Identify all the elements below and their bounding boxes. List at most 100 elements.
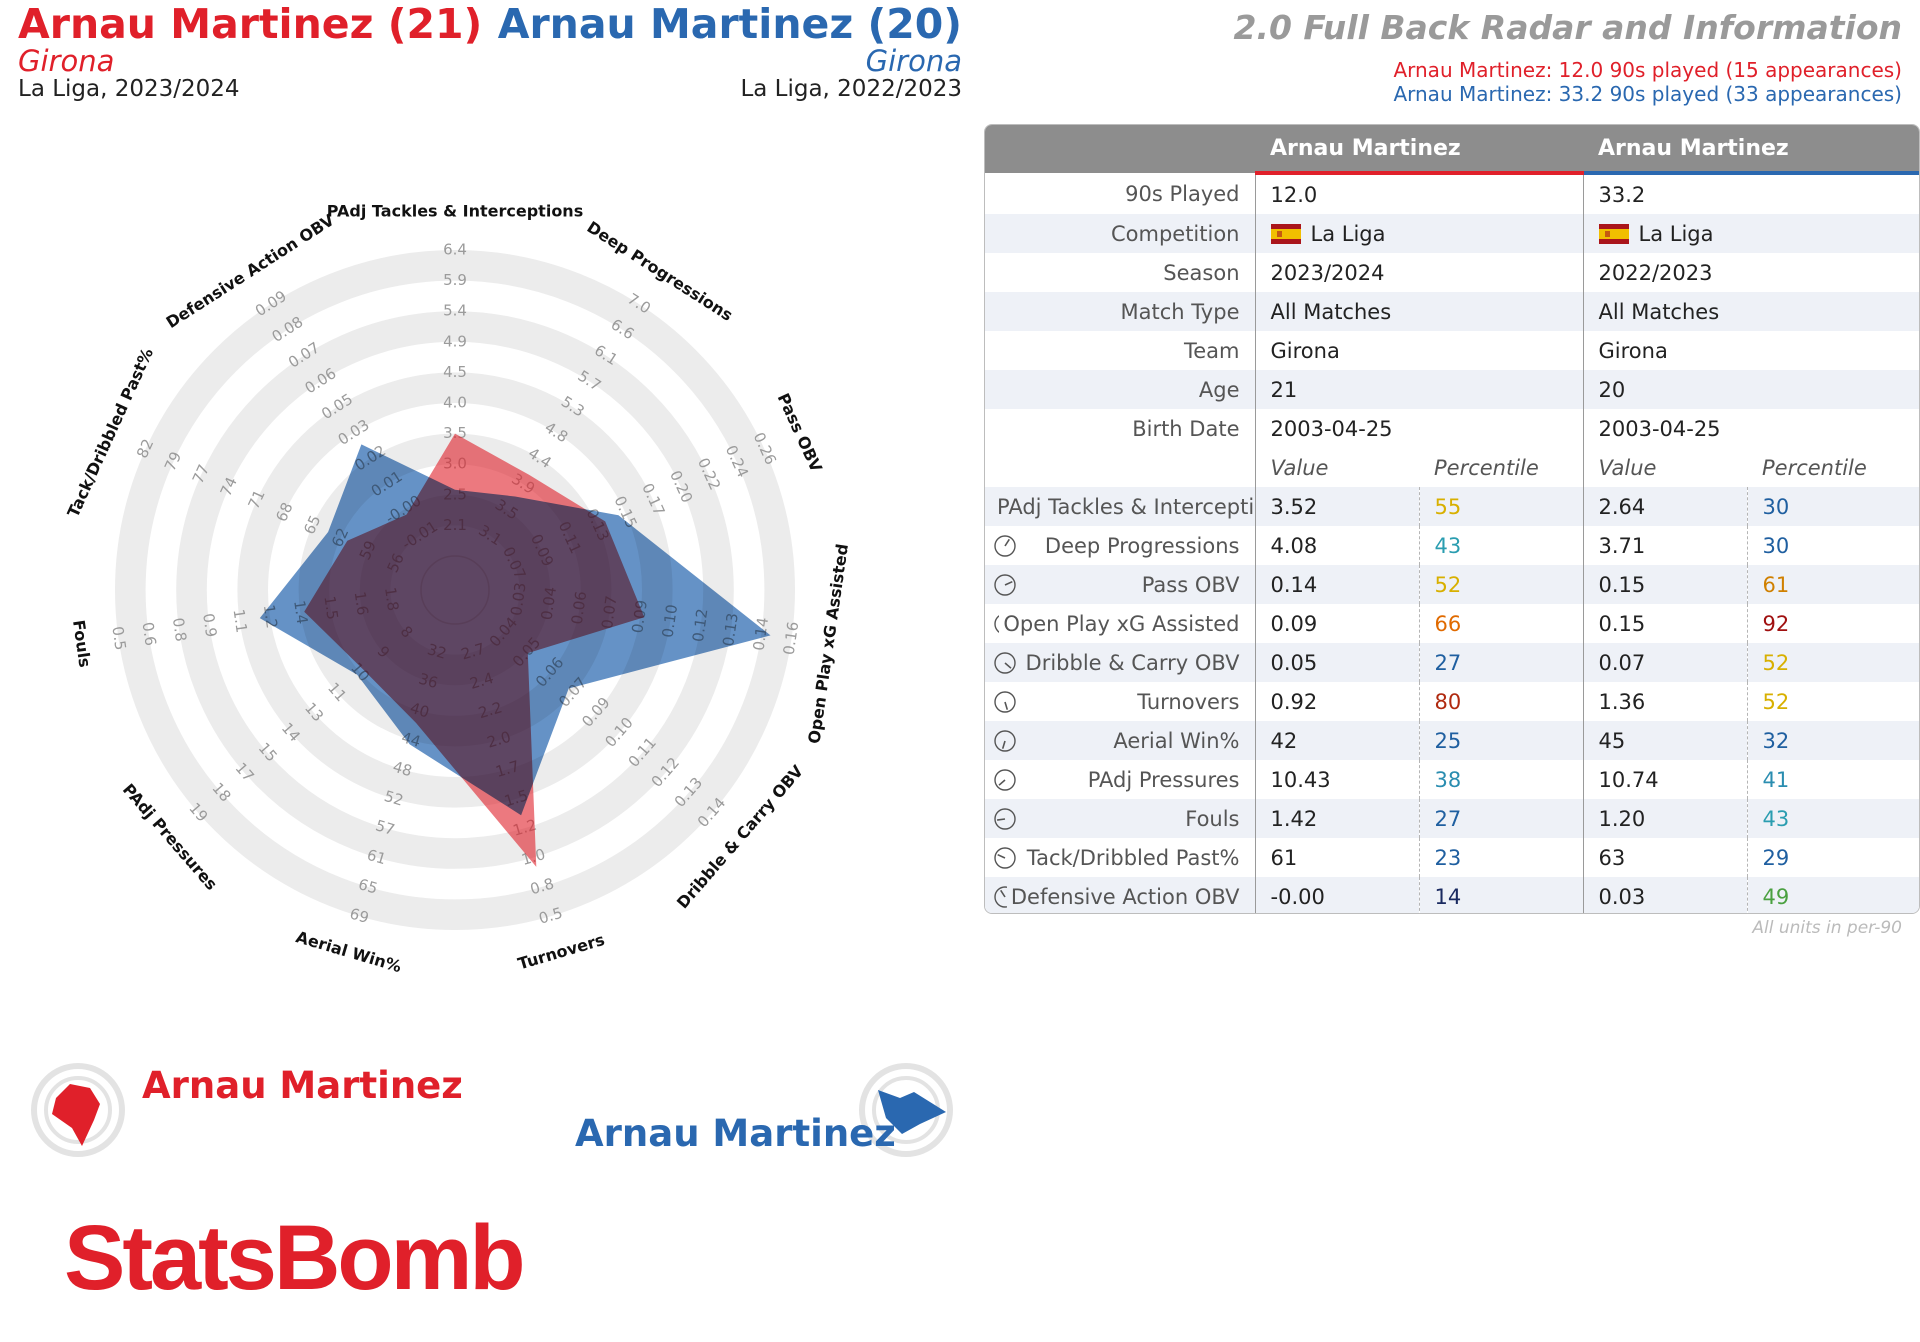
stats-table-panel: Arnau Martinez Arnau Martinez 90s Played 12… <box>984 124 1920 914</box>
metric-value-player1: 42 <box>1254 721 1419 760</box>
info-value-player2: 2003-04-25 <box>1582 409 1919 448</box>
player1-played-note: Arnau Martinez: 12.0 90s played (15 appe… <box>1393 58 1902 82</box>
metric-value-player2: 1.20 <box>1582 799 1747 838</box>
statsbomb-logo: StatsBomb <box>64 1207 526 1309</box>
metric-percentile-player2: 30 <box>1746 526 1919 565</box>
player2-competition: La Liga, 2022/2023 <box>740 76 962 102</box>
info-label: Age <box>985 370 1255 409</box>
radar-chart: 2.12.53.03.54.04.54.95.45.96.43.13.53.94… <box>63 202 852 977</box>
info-row: Match Type All Matches All Matches <box>985 292 1919 331</box>
sub-header-row: Value Percentile Value Percentile <box>985 448 1919 487</box>
metric-percentile-player1: 25 <box>1418 721 1583 760</box>
metric-label-cell: PAdj Tackles & Interceptions <box>985 487 1255 526</box>
sub-header-value: Value <box>1582 448 1747 487</box>
metric-value-player1: 10.43 <box>1254 760 1419 799</box>
info-label: Season <box>1163 260 1240 285</box>
radar-ring <box>114 249 796 931</box>
metric-value-player2: 0.07 <box>1582 643 1747 682</box>
sub-header-percentile: Percentile <box>1762 455 1867 480</box>
radar-tick-label: 5.9 <box>443 271 467 289</box>
player1-legend-label: Arnau Martinez <box>142 1064 463 1107</box>
metric-percentile-player1: 43 <box>1418 526 1583 565</box>
metric-percentile-player1: 23 <box>1418 838 1583 877</box>
metric-label: Turnovers <box>1137 689 1240 714</box>
radar-axis-label: Pass OBV <box>774 390 826 475</box>
metric-label: Dribble & Carry OBV <box>1025 650 1240 675</box>
metric-dial-icon <box>994 690 1016 713</box>
metric-label: Open Play xG Assisted <box>1003 611 1240 636</box>
radar-tick-label: 65 <box>356 875 379 898</box>
metric-percentile-player2: 41 <box>1746 760 1919 799</box>
metric-label: Pass OBV <box>1141 572 1240 597</box>
metric-label-cell: PAdj Pressures <box>985 760 1255 799</box>
radar-tick-label: 4.9 <box>443 332 467 350</box>
metric-label-cell: Deep Progressions <box>985 526 1255 565</box>
metric-value-player1: 61 <box>1254 838 1419 877</box>
spain-flag-icon <box>1270 223 1301 244</box>
metric-row: Defensive Action OBV -0.00 14 0.03 49 <box>985 877 1919 913</box>
player2-legend-icon <box>859 1063 953 1157</box>
radar-tick-label: 5.4 <box>443 302 467 320</box>
radar-tick-label: 48 <box>391 758 414 781</box>
metric-value-player1: 0.09 <box>1254 604 1419 643</box>
metric-label: PAdj Pressures <box>1087 767 1240 792</box>
info-label: Team <box>1183 338 1240 363</box>
metric-value-player1: 1.42 <box>1254 799 1419 838</box>
header-blank <box>985 125 1255 173</box>
metric-row: Turnovers 0.92 80 1.36 52 <box>985 682 1919 721</box>
metric-dial-icon <box>994 729 1016 752</box>
info-label: Competition <box>985 214 1255 253</box>
metric-percentile-player2: 52 <box>1746 682 1919 721</box>
info-row: 90s Played 12.0 33.2 <box>985 173 1919 214</box>
player1-legend-icon <box>31 1063 125 1157</box>
metric-row: Dribble & Carry OBV 0.05 27 0.07 52 <box>985 643 1919 682</box>
metric-label-cell: Pass OBV <box>985 565 1255 604</box>
metric-label: PAdj Tackles & Interceptions <box>997 494 1255 519</box>
info-row: Season 2023/2024 2022/2023 <box>985 253 1919 292</box>
metric-percentile-player1: 55 <box>1418 487 1583 526</box>
metric-dial-icon <box>994 534 1016 557</box>
metric-row: Aerial Win% 42 25 45 32 <box>985 721 1919 760</box>
radar-axis-label: Aerial Win% <box>294 927 404 976</box>
metric-dial-icon <box>994 885 1007 908</box>
info-value-player2: 20 <box>1582 370 1919 409</box>
metric-value-player2: 3.71 <box>1582 526 1747 565</box>
player1-title: Arnau Martinez (21) <box>18 0 483 48</box>
metric-value-player1: -0.00 <box>1254 877 1419 913</box>
metric-row: Fouls 1.42 27 1.20 43 <box>985 799 1919 838</box>
info-value-player2: La Liga <box>1582 214 1919 253</box>
radar-tick-label: 0.8 <box>169 617 190 643</box>
radar-axis-label: Fouls <box>69 619 95 669</box>
metric-value-player2: 0.15 <box>1582 565 1747 604</box>
metric-percentile-player2: 92 <box>1746 604 1919 643</box>
info-value-player2: Girona <box>1582 331 1919 370</box>
info-row: Age 21 20 <box>985 370 1919 409</box>
metric-percentile-player1: 52 <box>1418 565 1583 604</box>
radar-tick-label: 69 <box>348 904 371 927</box>
player1-team: Girona <box>18 44 115 78</box>
radar-axis-label: Turnovers <box>516 930 607 974</box>
header-player1: Arnau Martinez <box>1255 125 1583 175</box>
radar-tick-label: 61 <box>365 846 388 869</box>
metric-label: Defensive Action OBV <box>1010 884 1240 909</box>
metric-label: Tack/Dribbled Past% <box>1026 845 1240 870</box>
metric-value-player1: 0.14 <box>1254 565 1419 604</box>
radar-tick-label: 0.6 <box>139 621 160 647</box>
metric-percentile-player1: 14 <box>1418 877 1583 913</box>
sub-header-percentile: Percentile <box>1434 455 1539 480</box>
metric-dial-icon <box>994 807 1016 830</box>
info-value-player2: 2022/2023 <box>1582 253 1919 292</box>
radar-tick-label: 0.5 <box>108 625 129 651</box>
metric-value-player2: 63 <box>1582 838 1747 877</box>
metric-value-player2: 0.15 <box>1582 604 1747 643</box>
info-value-player1: Girona <box>1254 331 1583 370</box>
metric-label-cell: Tack/Dribbled Past% <box>985 838 1255 877</box>
radar-tick-label: 4.0 <box>443 394 467 412</box>
metric-label: Aerial Win% <box>1113 728 1240 753</box>
info-value-player1: 2023/2024 <box>1254 253 1583 292</box>
radar-tick-label: 6.4 <box>443 241 467 259</box>
radar-tick-label: 52 <box>382 787 405 810</box>
metric-label-cell: Turnovers <box>985 682 1255 721</box>
radar-axis-label: PAdj Tackles & Interceptions <box>327 202 583 221</box>
